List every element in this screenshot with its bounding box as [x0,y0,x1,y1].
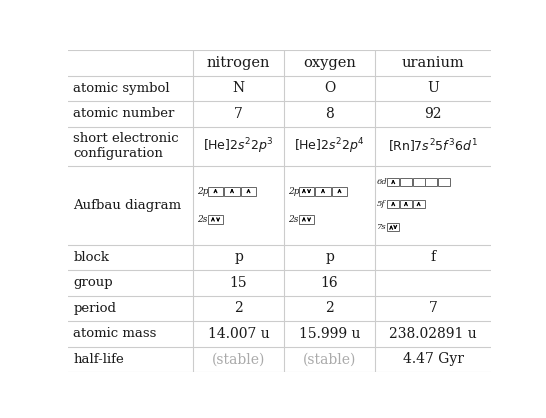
Bar [387,200,399,208]
Text: p: p [325,250,334,264]
Bar [208,215,223,224]
Text: 2s: 2s [197,215,207,224]
Text: atomic symbol: atomic symbol [73,82,170,95]
Text: $\mathrm{[Rn]7}s^2\mathrm{5}f^3\mathrm{6}d^1$: $\mathrm{[Rn]7}s^2\mathrm{5}f^3\mathrm{6… [388,138,478,155]
Text: 2: 2 [325,301,334,315]
Text: atomic mass: atomic mass [73,327,157,340]
Bar [438,178,450,186]
Bar [425,178,437,186]
Text: U: U [428,82,439,95]
Text: (stable): (stable) [303,352,356,366]
Text: 2p: 2p [197,186,209,196]
Text: 14.007 u: 14.007 u [207,327,269,341]
Text: 92: 92 [424,107,442,121]
Text: N: N [233,82,245,95]
Text: block: block [73,251,109,264]
Text: oxygen: oxygen [303,56,356,70]
Text: 2p: 2p [288,186,300,196]
Text: half-life: half-life [73,353,124,366]
Text: 8: 8 [325,107,334,121]
Text: period: period [73,302,116,315]
Text: 15: 15 [230,276,247,290]
Bar [413,178,425,186]
Bar [224,186,240,196]
Text: 5f: 5f [377,200,385,208]
Text: O: O [324,82,335,95]
Text: nitrogen: nitrogen [207,56,270,70]
Bar [413,200,425,208]
Text: f: f [431,250,436,264]
Bar [299,215,314,224]
Text: 7: 7 [429,301,438,315]
Text: $\mathrm{[He]2}s^2\mathrm{2}p^3$: $\mathrm{[He]2}s^2\mathrm{2}p^3$ [203,136,274,156]
Text: group: group [73,276,113,289]
Text: 7s: 7s [377,223,387,231]
Text: atomic number: atomic number [73,107,175,120]
Bar [241,186,256,196]
Bar [316,186,331,196]
Bar [299,186,314,196]
Text: 7: 7 [234,107,243,121]
Text: 16: 16 [321,276,339,290]
Text: uranium: uranium [402,56,465,70]
Text: (stable): (stable) [212,352,265,366]
Text: short electronic
configuration: short electronic configuration [73,132,179,160]
Bar [332,186,347,196]
Bar [387,224,399,231]
Text: Aufbau diagram: Aufbau diagram [73,199,181,212]
Text: 4.47 Gyr: 4.47 Gyr [403,352,464,366]
Text: $\mathrm{[He]2}s^2\mathrm{2}p^4$: $\mathrm{[He]2}s^2\mathrm{2}p^4$ [294,136,365,156]
Text: 2s: 2s [288,215,299,224]
Text: 6d: 6d [377,178,388,186]
Text: 15.999 u: 15.999 u [299,327,360,341]
Bar [400,200,412,208]
Text: p: p [234,250,243,264]
Bar [400,178,412,186]
Text: 2: 2 [234,301,243,315]
Bar [387,178,399,186]
Bar [208,186,223,196]
Text: 238.02891 u: 238.02891 u [389,327,477,341]
